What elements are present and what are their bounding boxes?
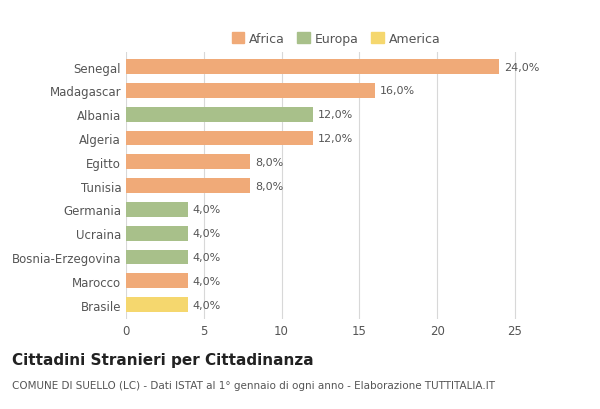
Text: 12,0%: 12,0% (317, 110, 353, 120)
Bar (126, 250, 188, 265)
Text: 8,0%: 8,0% (255, 181, 283, 191)
Bar (126, 108, 313, 122)
Text: COMUNE DI SUELLO (LC) - Dati ISTAT al 1° gennaio di ogni anno - Elaborazione TUT: COMUNE DI SUELLO (LC) - Dati ISTAT al 1°… (12, 380, 495, 390)
Bar (126, 226, 188, 241)
Text: 8,0%: 8,0% (255, 157, 283, 167)
Text: 4,0%: 4,0% (193, 276, 221, 286)
Text: 4,0%: 4,0% (193, 300, 221, 310)
Text: 24,0%: 24,0% (504, 63, 539, 72)
Bar (126, 274, 188, 288)
Text: 16,0%: 16,0% (380, 86, 415, 96)
Bar (126, 131, 313, 146)
Bar (126, 60, 499, 75)
Text: 4,0%: 4,0% (193, 205, 221, 215)
Text: 4,0%: 4,0% (193, 229, 221, 238)
Text: 4,0%: 4,0% (193, 252, 221, 262)
Bar (126, 84, 375, 99)
Text: Cittadini Stranieri per Cittadinanza: Cittadini Stranieri per Cittadinanza (12, 352, 314, 367)
Bar (126, 155, 250, 170)
Bar (126, 297, 188, 312)
Legend: Africa, Europa, America: Africa, Europa, America (227, 27, 445, 50)
Text: 12,0%: 12,0% (317, 134, 353, 144)
Bar (126, 202, 188, 217)
Bar (126, 179, 250, 193)
